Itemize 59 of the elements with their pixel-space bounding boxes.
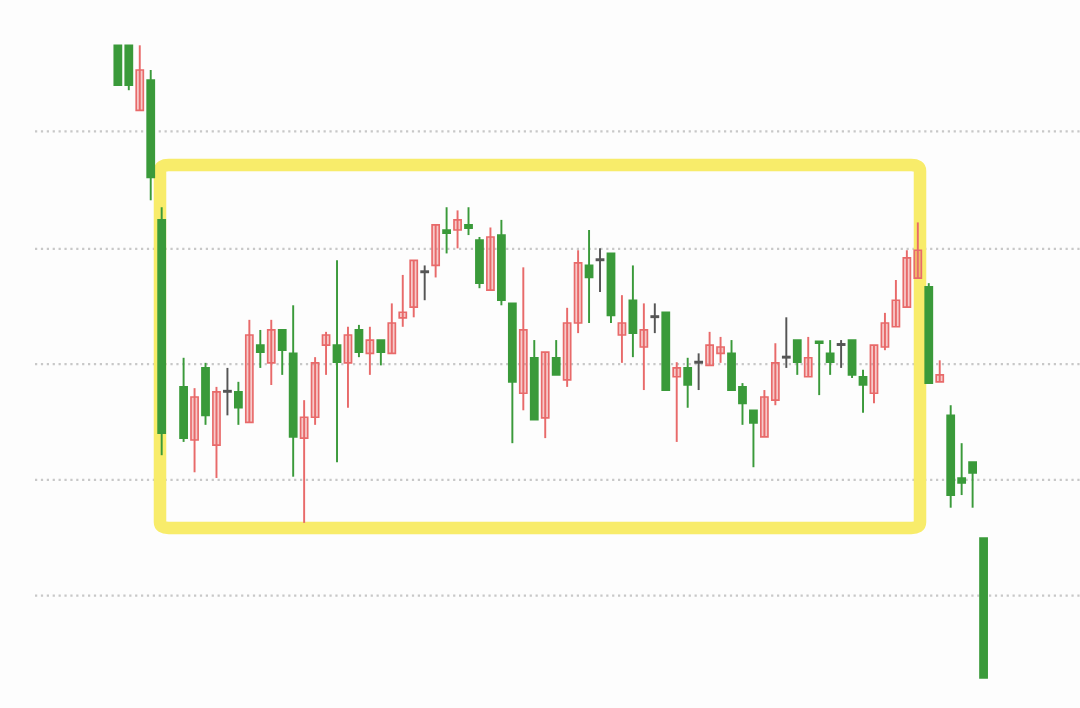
candlestick	[223, 366, 232, 417]
candlestick	[672, 361, 682, 443]
candlestick	[354, 323, 364, 359]
candlestick	[781, 316, 791, 369]
candlestick	[770, 342, 780, 407]
candlestick	[803, 335, 813, 378]
candlestick	[233, 380, 243, 426]
candlestick	[738, 382, 747, 426]
candlestick	[135, 44, 145, 112]
candlestick	[902, 249, 912, 309]
candlestick	[880, 311, 890, 352]
candlestick	[617, 294, 627, 364]
candlestick	[869, 344, 879, 405]
candlestick	[683, 356, 693, 409]
candlestick	[573, 249, 583, 335]
candlestick	[332, 259, 342, 464]
candlestick	[825, 339, 835, 376]
candlestick	[716, 335, 725, 364]
candlestick	[551, 339, 561, 376]
candlestick	[858, 368, 868, 414]
candlestick	[321, 330, 331, 376]
candlestick	[836, 339, 846, 369]
candlestick	[310, 356, 320, 426]
candlestick	[343, 325, 353, 409]
candlestick	[518, 266, 528, 412]
candlestick	[266, 318, 276, 386]
candlestick	[212, 385, 221, 479]
candlestick	[420, 264, 430, 302]
candlestick	[814, 340, 824, 397]
candlestick	[190, 387, 199, 474]
candlestick	[453, 209, 462, 250]
candlestick	[891, 279, 901, 328]
candlestick	[277, 328, 287, 376]
candlestick	[387, 302, 397, 355]
candlestick	[376, 339, 386, 367]
candlestick	[365, 325, 375, 376]
candlestick	[398, 273, 408, 328]
candlestick	[431, 223, 441, 279]
candlestick	[913, 221, 923, 280]
candlestick	[486, 226, 495, 292]
candlestick	[749, 409, 758, 469]
candlestick	[935, 359, 945, 383]
candlestick	[705, 330, 715, 367]
candlestick	[694, 352, 704, 392]
candlestick	[562, 306, 572, 388]
candlestick	[244, 318, 254, 424]
candlestick	[957, 442, 967, 497]
candlestick	[540, 351, 550, 440]
candlestick	[464, 206, 473, 237]
candlestick	[792, 339, 802, 376]
candlestick	[409, 259, 419, 319]
candlestick	[595, 247, 605, 293]
candlestick	[639, 302, 649, 392]
candlestick	[968, 461, 978, 509]
candlestick	[299, 399, 309, 524]
candlestick	[650, 302, 660, 335]
candlestick	[442, 206, 451, 255]
candlestick	[255, 328, 265, 369]
candlestick	[759, 389, 769, 438]
